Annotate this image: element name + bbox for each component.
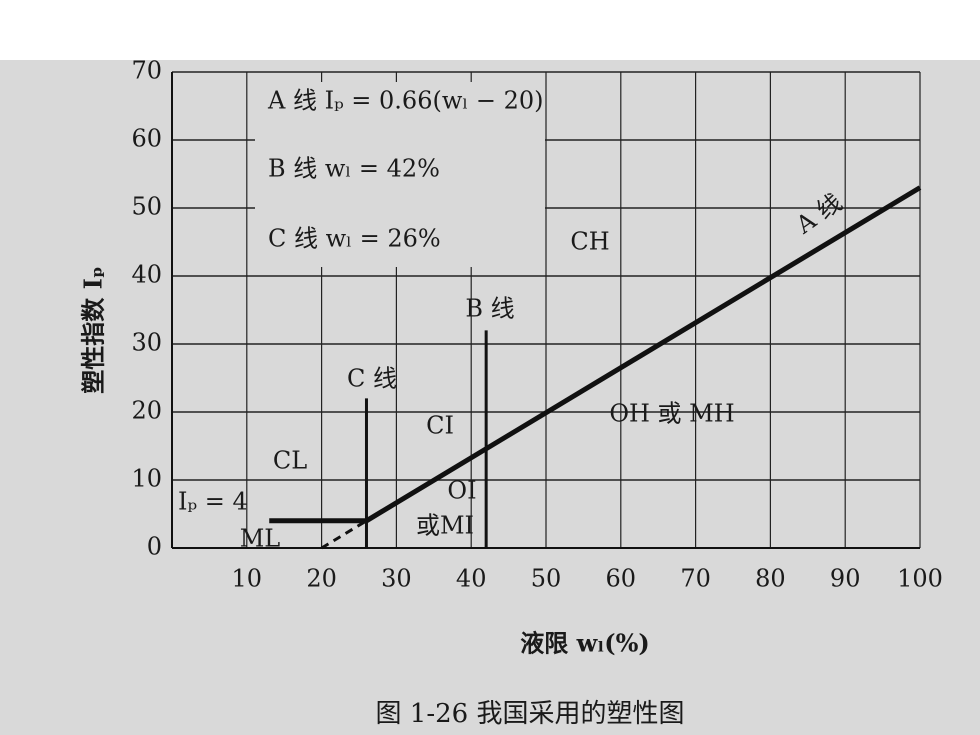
legend-note: C 线 wₗ = 26%	[268, 225, 441, 253]
y-tick-label: 70	[131, 57, 162, 85]
y-tick-label: 0	[147, 533, 162, 561]
y-tick-label: 20	[131, 397, 162, 425]
legend-note: A 线 Iₚ = 0.66(wₗ − 20)	[267, 87, 543, 115]
series-line	[320, 519, 368, 550]
series-label: C 线	[347, 365, 397, 393]
caption: 图 1-26 我国采用的塑性图	[376, 699, 685, 729]
x-tick-label: 50	[531, 565, 562, 593]
region-label: CI	[426, 412, 454, 440]
y-tick-label: 30	[131, 329, 162, 357]
series-label: B 线	[465, 295, 514, 323]
y-tick-label: 50	[131, 193, 162, 221]
region-label: CL	[273, 447, 307, 475]
region-label: ML	[240, 525, 281, 553]
region-label: OI	[447, 477, 476, 505]
x-tick-label: 30	[381, 565, 412, 593]
x-tick-label: 60	[606, 565, 637, 593]
x-tick-label: 80	[755, 565, 786, 593]
y-tick-label: 40	[131, 261, 162, 289]
x-tick-label: 70	[680, 565, 711, 593]
series-label: Iₚ = 4	[178, 488, 248, 516]
y-tick-label: 10	[131, 465, 162, 493]
y-tick-label: 60	[131, 125, 162, 153]
x-tick-label: 40	[456, 565, 487, 593]
x-tick-label: 100	[897, 565, 943, 593]
x-axis-label: 液限 wₗ(%)	[520, 629, 650, 658]
x-tick-label: 90	[830, 565, 861, 593]
y-axis-label: 塑性指数 Iₚ	[79, 266, 108, 394]
region-label: 或MI	[416, 512, 474, 540]
x-tick-label: 20	[306, 565, 337, 593]
region-label: OH 或 MH	[609, 400, 734, 428]
legend-note: B 线 wₗ = 42%	[268, 155, 440, 183]
region-label: CH	[570, 228, 609, 256]
series-line	[365, 185, 922, 523]
x-tick-label: 10	[232, 565, 263, 593]
legend-box	[255, 82, 545, 267]
